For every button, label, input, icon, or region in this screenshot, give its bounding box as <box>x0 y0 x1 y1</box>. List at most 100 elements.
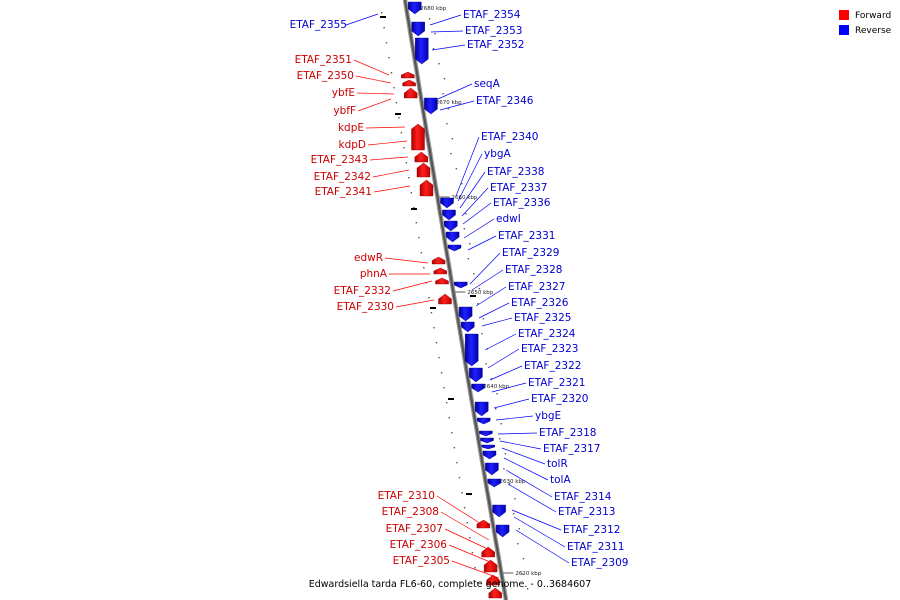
reverse-gene-glyph <box>481 444 495 450</box>
gene-label-etaf-2336[interactable]: ETAF_2336 <box>493 197 551 209</box>
gene-label-ybga[interactable]: ybgA <box>484 148 512 160</box>
gene-label-etaf-2352[interactable]: ETAF_2352 <box>467 39 524 51</box>
gene-label-etaf-2308[interactable]: ETAF_2308 <box>382 506 439 518</box>
gene-label-edwi[interactable]: edwI <box>496 213 521 225</box>
gene-label-etaf-2329[interactable]: ETAF_2329 <box>502 247 559 259</box>
forward-gene-glyph <box>401 71 415 79</box>
gene-label-etaf-2314[interactable]: ETAF_2314 <box>554 491 612 503</box>
gene-label-tola[interactable]: tolA <box>550 474 571 486</box>
dot <box>445 402 448 404</box>
gene-label-kdpd[interactable]: kdpD <box>339 139 367 151</box>
gene-label-etaf-2337[interactable]: ETAF_2337 <box>490 182 547 194</box>
gene-label-tolr[interactable]: tolR <box>547 458 568 470</box>
forward-gene-glyph <box>431 256 446 265</box>
dot <box>428 18 431 20</box>
gene-label-etaf-2312[interactable]: ETAF_2312 <box>563 524 620 536</box>
gene-label-ybfe[interactable]: ybfE <box>332 87 355 99</box>
reverse-gene-glyph <box>442 209 456 221</box>
dash-marker <box>470 295 476 297</box>
dot <box>453 447 456 449</box>
gene-label-etaf-2323[interactable]: ETAF_2323 <box>521 343 578 355</box>
dot <box>398 117 400 119</box>
reverse-gene-glyph <box>461 321 475 333</box>
leader-line <box>475 286 507 307</box>
gene-label-etaf-2325[interactable]: ETAF_2325 <box>514 312 571 324</box>
gene-label-ybge[interactable]: ybgE <box>535 410 561 422</box>
forward-gene-glyph <box>419 179 434 197</box>
gene-label-etaf-2346[interactable]: ETAF_2346 <box>476 95 534 107</box>
gene-label-etaf-2342[interactable]: ETAF_2342 <box>314 171 371 183</box>
gene-label-etaf-2310[interactable]: ETAF_2310 <box>378 490 435 502</box>
gene-label-etaf-2353[interactable]: ETAF_2353 <box>465 25 522 37</box>
gene-label-etaf-2328[interactable]: ETAF_2328 <box>505 264 562 276</box>
dash-marker <box>430 307 436 309</box>
gene-label-etaf-2318[interactable]: ETAF_2318 <box>539 427 596 439</box>
dot <box>438 357 440 359</box>
gene-label-etaf-2313[interactable]: ETAF_2313 <box>558 506 615 518</box>
dot <box>463 228 466 230</box>
gene-label-etaf-2351[interactable]: ETAF_2351 <box>295 54 352 66</box>
leader-line <box>515 529 570 564</box>
reverse-gene-glyph <box>495 524 510 538</box>
dot <box>461 183 463 185</box>
gene-label-etaf-2343[interactable]: ETAF_2343 <box>311 154 368 166</box>
leader-line <box>457 153 483 202</box>
gene-label-ybff[interactable]: ybfF <box>333 105 356 117</box>
leader-line <box>395 299 435 308</box>
gene-label-etaf-2311[interactable]: ETAF_2311 <box>567 541 624 553</box>
gene-label-etaf-2350[interactable]: ETAF_2350 <box>297 70 354 82</box>
dot <box>459 198 462 200</box>
gene-label-etaf-2331[interactable]: ETAF_2331 <box>498 230 555 242</box>
gene-label-etaf-2322[interactable]: ETAF_2322 <box>524 360 581 372</box>
forward-gene-glyph <box>481 546 495 558</box>
dot <box>476 582 479 584</box>
leader-line <box>478 302 510 319</box>
dot <box>526 588 529 590</box>
reverse-gene-glyph <box>445 231 460 243</box>
gene-label-etaf-2307[interactable]: ETAF_2307 <box>386 523 443 535</box>
gene-label-etaf-2309[interactable]: ETAF_2309 <box>571 557 628 569</box>
leader-line <box>471 269 504 291</box>
gene-label-etaf-2324[interactable]: ETAF_2324 <box>518 328 576 340</box>
gene-label-kdpe[interactable]: kdpE <box>338 122 364 134</box>
gene-label-etaf-2305[interactable]: ETAF_2305 <box>393 555 450 567</box>
dot <box>496 393 498 395</box>
gene-label-etaf-2354[interactable]: ETAF_2354 <box>463 9 521 21</box>
dot <box>428 297 430 299</box>
gene-label-etaf-2327[interactable]: ETAF_2327 <box>508 281 565 293</box>
gene-label-seqa[interactable]: seqA <box>474 78 501 90</box>
dash-marker <box>380 16 386 18</box>
gene-label-edwr[interactable]: edwR <box>354 252 383 264</box>
forward-gene-glyph <box>438 293 452 305</box>
tick-label: 2660 kbp <box>451 195 477 201</box>
dot <box>380 12 383 14</box>
forward-gene-glyph <box>476 519 491 529</box>
gene-label-phna[interactable]: phnA <box>360 268 388 280</box>
gene-label-etaf-2332[interactable]: ETAF_2332 <box>334 285 391 297</box>
leader-line <box>484 333 517 351</box>
gene-label-etaf-2321[interactable]: ETAF_2321 <box>528 377 585 389</box>
dot <box>403 147 405 149</box>
dot <box>447 108 450 110</box>
gene-label-etaf-2306[interactable]: ETAF_2306 <box>390 539 448 551</box>
tick-label: 2620 kbp <box>515 571 541 577</box>
dot <box>440 372 443 374</box>
dot <box>408 177 410 179</box>
reverse-gene-glyph <box>440 197 454 209</box>
gene-label-etaf-2338[interactable]: ETAF_2338 <box>487 166 544 178</box>
gene-label-etaf-2320[interactable]: ETAF_2320 <box>531 393 588 405</box>
gene-label-etaf-2326[interactable]: ETAF_2326 <box>511 297 569 309</box>
dot <box>423 267 425 269</box>
gene-label-etaf-2330[interactable]: ETAF_2330 <box>337 301 394 313</box>
map-caption: Edwardsiella tarda FL6-60, complete geno… <box>309 579 592 590</box>
gene-label-etaf-2317[interactable]: ETAF_2317 <box>543 443 600 455</box>
dot <box>461 492 463 494</box>
dot <box>448 417 450 419</box>
gene-label-etaf-2340[interactable]: ETAF_2340 <box>481 131 538 143</box>
reverse-gene-glyph <box>411 21 425 37</box>
gene-label-etaf-2341[interactable]: ETAF_2341 <box>315 186 372 198</box>
dot <box>383 27 385 29</box>
dot <box>517 543 519 545</box>
gene-label-etaf-2355[interactable]: ETAF_2355 <box>290 19 347 31</box>
dot <box>432 48 435 50</box>
